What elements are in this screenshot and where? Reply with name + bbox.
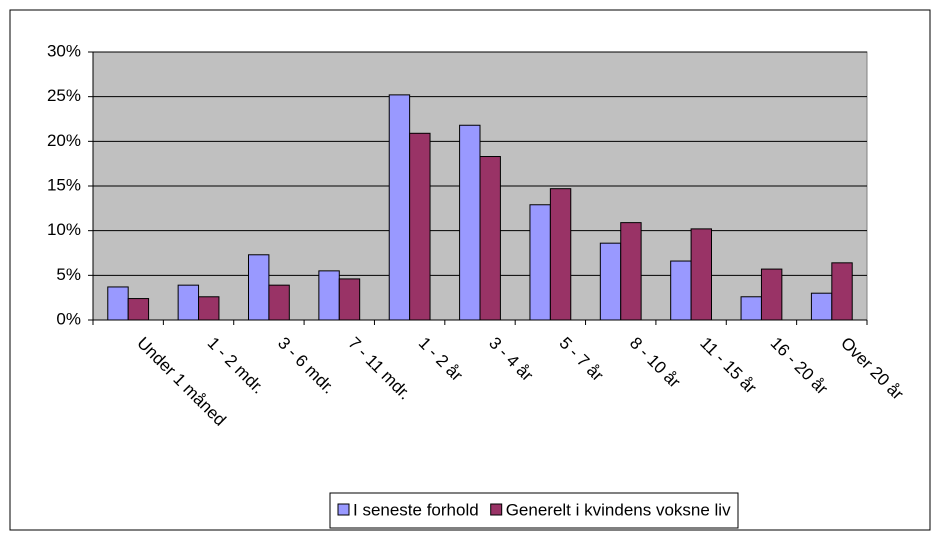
y-tick-label: 15% bbox=[47, 175, 81, 194]
bar bbox=[127, 298, 150, 321]
bar bbox=[248, 254, 270, 321]
bar bbox=[318, 270, 340, 321]
legend-label: I seneste forhold bbox=[353, 500, 479, 519]
legend-swatch bbox=[337, 503, 350, 516]
bar bbox=[459, 124, 481, 321]
y-tick-label: 5% bbox=[56, 265, 81, 284]
y-tick-label: 25% bbox=[47, 86, 81, 105]
bar bbox=[479, 156, 501, 321]
legend-box bbox=[329, 492, 739, 529]
bar bbox=[177, 284, 200, 321]
bar bbox=[831, 262, 853, 321]
bar bbox=[338, 278, 361, 321]
y-tick-label: 0% bbox=[56, 309, 81, 328]
y-tick-label: 30% bbox=[47, 41, 81, 60]
bar bbox=[740, 296, 762, 321]
bar bbox=[409, 132, 431, 321]
bar bbox=[198, 296, 220, 321]
bar bbox=[760, 268, 783, 321]
bar bbox=[549, 188, 572, 321]
y-tick-label: 20% bbox=[47, 131, 81, 150]
legend-swatch bbox=[490, 503, 503, 516]
bar bbox=[268, 284, 290, 321]
bar bbox=[388, 94, 411, 321]
legend-label: Generelt i kvindens voksne liv bbox=[506, 500, 731, 519]
bar bbox=[107, 286, 129, 321]
bar bbox=[690, 228, 712, 321]
bar bbox=[599, 242, 622, 321]
bar bbox=[529, 204, 551, 321]
y-tick-label: 10% bbox=[47, 220, 81, 239]
bar bbox=[620, 222, 642, 321]
bar bbox=[810, 292, 833, 321]
bar bbox=[670, 260, 692, 321]
